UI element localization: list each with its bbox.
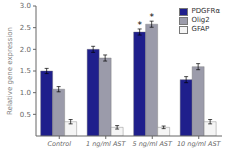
svg-text:2.0: 2.0 bbox=[20, 46, 31, 54]
svg-text:*: * bbox=[149, 12, 154, 22]
html-text:GFAP: GFAP bbox=[191, 25, 210, 33]
svg-text:2.5: 2.5 bbox=[20, 24, 31, 32]
svg-text:3.0: 3.0 bbox=[20, 2, 31, 10]
html-text:Olig2: Olig2 bbox=[191, 16, 210, 24]
svg-text:10 ng/ml AST: 10 ng/ml AST bbox=[177, 140, 219, 148]
svg-text:Control: Control bbox=[47, 140, 71, 148]
svg-text:1 ng/ml AST: 1 ng/ml AST bbox=[86, 140, 126, 148]
svg-text:0.5: 0.5 bbox=[20, 111, 31, 119]
svg-text:Relative gene expression: Relative gene expression bbox=[8, 27, 14, 115]
svg-text:1.0: 1.0 bbox=[20, 89, 31, 97]
svg-text:1.5: 1.5 bbox=[20, 67, 31, 75]
svg-text:5 ng/ml AST: 5 ng/ml AST bbox=[133, 140, 173, 148]
svg-text:*: * bbox=[137, 20, 142, 30]
html-text:PDGFRα: PDGFRα bbox=[191, 7, 220, 15]
